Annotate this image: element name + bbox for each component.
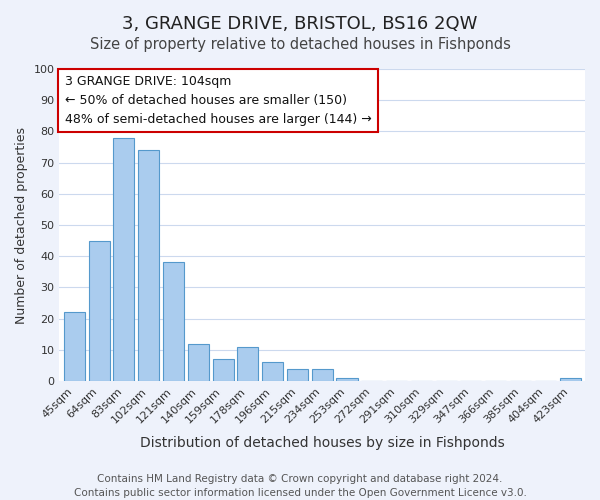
Bar: [138, 150, 159, 381]
Bar: [64, 312, 85, 381]
X-axis label: Distribution of detached houses by size in Fishponds: Distribution of detached houses by size …: [140, 436, 505, 450]
Bar: [287, 368, 308, 381]
Bar: [237, 346, 259, 381]
Bar: [188, 344, 209, 381]
Bar: [163, 262, 184, 381]
Bar: [262, 362, 283, 381]
Text: 3, GRANGE DRIVE, BRISTOL, BS16 2QW: 3, GRANGE DRIVE, BRISTOL, BS16 2QW: [122, 15, 478, 33]
Bar: [560, 378, 581, 381]
Bar: [212, 359, 233, 381]
Y-axis label: Number of detached properties: Number of detached properties: [15, 126, 28, 324]
Bar: [311, 368, 333, 381]
Bar: [337, 378, 358, 381]
Text: 3 GRANGE DRIVE: 104sqm
← 50% of detached houses are smaller (150)
48% of semi-de: 3 GRANGE DRIVE: 104sqm ← 50% of detached…: [65, 75, 371, 126]
Bar: [113, 138, 134, 381]
Bar: [89, 240, 110, 381]
Text: Size of property relative to detached houses in Fishponds: Size of property relative to detached ho…: [89, 38, 511, 52]
Text: Contains HM Land Registry data © Crown copyright and database right 2024.
Contai: Contains HM Land Registry data © Crown c…: [74, 474, 526, 498]
